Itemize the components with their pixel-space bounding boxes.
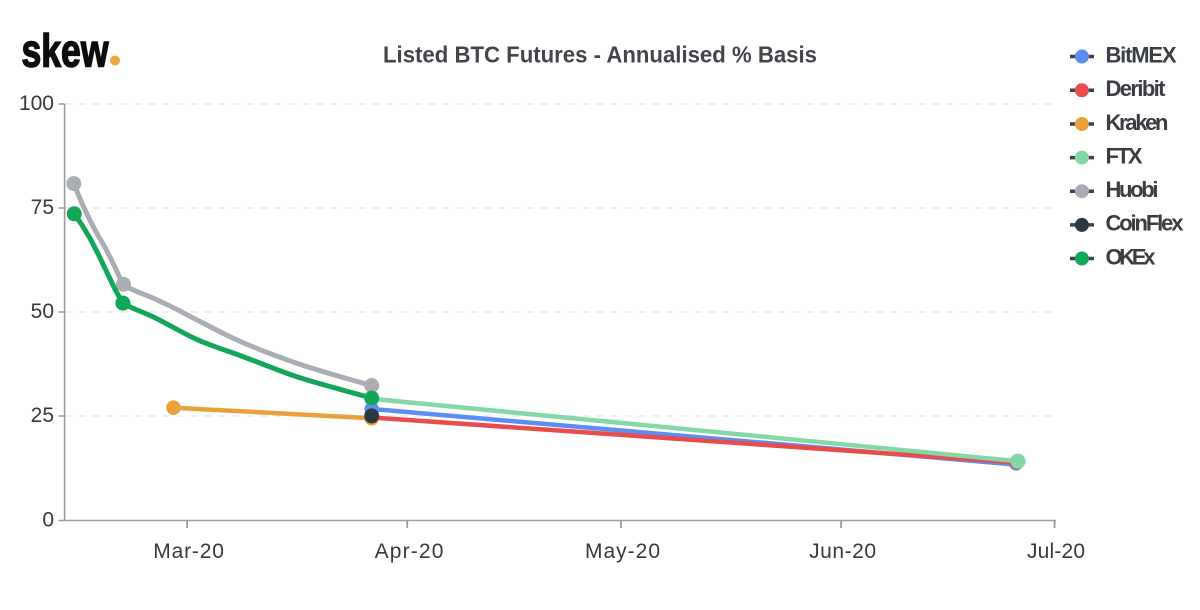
svg-text:Jul-20: Jul-20 (1027, 540, 1085, 563)
svg-text:Mar-20: Mar-20 (153, 540, 224, 563)
svg-text:Jun-20: Jun-20 (809, 540, 876, 563)
svg-text:25: 25 (31, 404, 54, 427)
svg-text:100: 100 (19, 92, 54, 115)
svg-text:Huobi: Huobi (1106, 177, 1159, 202)
svg-text:Apr-20: Apr-20 (375, 540, 444, 563)
svg-text:Listed BTC Futures - Annualise: Listed BTC Futures - Annualised % Basis (383, 42, 817, 68)
svg-text:skew: skew (22, 25, 110, 77)
svg-text:OKEx: OKEx (1106, 244, 1157, 269)
svg-text:BitMEX: BitMEX (1106, 42, 1177, 67)
svg-text:50: 50 (31, 300, 54, 323)
svg-text:75: 75 (31, 196, 54, 219)
svg-text:0: 0 (42, 509, 54, 532)
svg-text:Deribit: Deribit (1106, 76, 1167, 101)
svg-text:May-20: May-20 (585, 540, 660, 563)
svg-text:Kraken: Kraken (1106, 110, 1169, 135)
svg-text:CoinFlex: CoinFlex (1106, 211, 1185, 236)
svg-text:FTX: FTX (1106, 143, 1143, 168)
